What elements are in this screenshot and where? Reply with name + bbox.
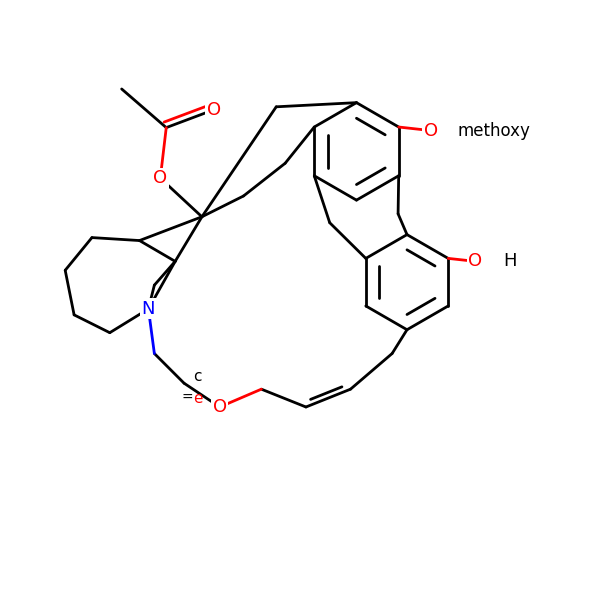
Text: =: =: [181, 391, 193, 405]
Text: O: O: [424, 122, 438, 140]
Text: c: c: [194, 368, 202, 383]
Text: O: O: [207, 101, 221, 119]
Text: methoxy: methoxy: [458, 122, 530, 140]
Text: O: O: [212, 398, 227, 416]
Text: O: O: [468, 253, 482, 271]
Text: H: H: [503, 253, 517, 271]
Text: e: e: [193, 391, 203, 406]
Text: O: O: [153, 169, 167, 187]
Text: N: N: [142, 300, 155, 318]
